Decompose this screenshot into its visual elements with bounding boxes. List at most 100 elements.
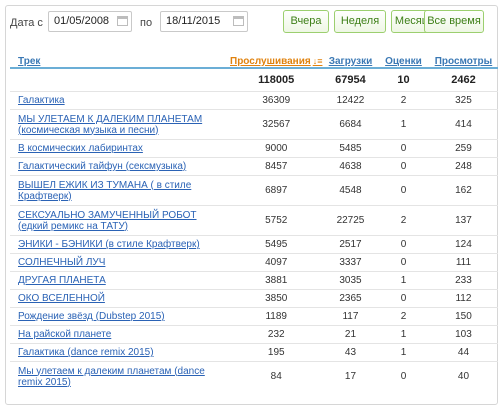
col-header-downloads[interactable]: Загрузки	[322, 48, 379, 69]
views-cell: 103	[428, 325, 499, 344]
ratings-cell: 2	[378, 91, 429, 110]
track-link[interactable]: ДРУГАЯ ПЛАНЕТА	[18, 275, 106, 286]
track-link[interactable]: ОКО ВСЕЛЕННОЙ	[18, 293, 105, 304]
track-cell: ВЫШЕЛ ЕЖИК ИЗ ТУМАНА ( в стиле Крафтверк…	[10, 175, 230, 206]
date-from-value: 01/05/2008	[54, 15, 110, 27]
track-link[interactable]: Галактический тайфун (сексмузыка)	[18, 161, 187, 172]
plays-cell: 9000	[230, 139, 323, 158]
date-from-label: Дата с	[10, 17, 43, 29]
views-cell: 111	[428, 253, 499, 272]
all-time-button[interactable]: Все время	[424, 10, 484, 33]
track-cell: СЕКСУАЛЬНО ЗАМУЧЕННЫЙ РОБОТ (едкий ремик…	[10, 205, 230, 236]
track-cell: СОЛНЕЧНЫЙ ЛУЧ	[10, 253, 230, 272]
track-link[interactable]: ЭНИКИ - БЭНИКИ (в стиле Крафтверк)	[18, 239, 200, 250]
sort-desc-icon: ↓≡	[312, 56, 323, 66]
track-link[interactable]: СЕКСУАЛЬНО ЗАМУЧЕННЫЙ РОБОТ (едкий ремик…	[18, 209, 197, 232]
downloads-cell: 2365	[322, 289, 379, 308]
ratings-cell: 2	[378, 205, 429, 236]
table-row: Галактический тайфун (сексмузыка) 8457 463…	[10, 157, 499, 176]
views-cell: 40	[428, 361, 499, 391]
table-header-row: Трек Прослушивания ↓≡ Загрузки Оценки Про…	[10, 48, 499, 69]
month-button[interactable]: Месяц	[391, 10, 432, 33]
col-header-ratings[interactable]: Оценки	[378, 48, 429, 69]
plays-cell: 1189	[230, 307, 323, 326]
table-row: МЫ УЛЕТАЕМ К ДАЛЕКИМ ПЛАНЕТАМ (космическ…	[10, 109, 499, 140]
table-row: На райской планете 232 21 1 103	[10, 325, 499, 344]
totals-row: 118005 67954 10 2462	[10, 68, 498, 92]
table-row: ЭНИКИ - БЭНИКИ (в стиле Крафтверк) 5495 25…	[10, 235, 499, 254]
table-row: Рождение звёзд (Dubstep 2015) 1189 117 2 150	[10, 307, 499, 326]
views-cell: 112	[428, 289, 499, 308]
track-link[interactable]: В космических лабиринтах	[18, 143, 143, 154]
plays-cell: 4097	[230, 253, 323, 272]
ratings-cell: 2	[378, 307, 429, 326]
ratings-cell: 0	[378, 139, 429, 158]
track-cell: В космических лабиринтах	[10, 139, 230, 158]
table-row: Мы улетаем к далеким планетам (dance rem…	[10, 361, 499, 391]
plays-cell: 3850	[230, 289, 323, 308]
views-cell: 325	[428, 91, 499, 110]
views-cell: 248	[428, 157, 499, 176]
plays-cell: 6897	[230, 175, 323, 206]
date-to-input[interactable]: 18/11/2015	[160, 11, 248, 32]
downloads-cell: 43	[322, 343, 379, 362]
track-cell: Рождение звёзд (Dubstep 2015)	[10, 307, 230, 326]
track-link[interactable]: Галактика	[18, 95, 65, 106]
table-row: ОКО ВСЕЛЕННОЙ 3850 2365 0 112	[10, 289, 499, 308]
downloads-cell: 2517	[322, 235, 379, 254]
plays-cell: 32567	[230, 109, 323, 140]
table-row: ДРУГАЯ ПЛАНЕТА 3881 3035 1 233	[10, 271, 499, 290]
table-row: ВЫШЕЛ ЕЖИК ИЗ ТУМАНА ( в стиле Крафтверк…	[10, 175, 499, 206]
table-row: СЕКСУАЛЬНО ЗАМУЧЕННЫЙ РОБОТ (едкий ремик…	[10, 205, 499, 236]
plays-cell: 3881	[230, 271, 323, 290]
downloads-cell: 4638	[322, 157, 379, 176]
track-cell: Галактика (dance remix 2015)	[10, 343, 230, 362]
track-link[interactable]: Рождение звёзд (Dubstep 2015)	[18, 311, 165, 322]
track-cell: Галактический тайфун (сексмузыка)	[10, 157, 230, 176]
track-cell: ЭНИКИ - БЭНИКИ (в стиле Крафтверк)	[10, 235, 230, 254]
ratings-cell: 1	[378, 325, 429, 344]
downloads-cell: 6684	[322, 109, 379, 140]
track-link[interactable]: МЫ УЛЕТАЕМ К ДАЛЕКИМ ПЛАНЕТАМ (космическ…	[18, 113, 203, 136]
table-row: Галактика (dance remix 2015) 195 43 1 44	[10, 343, 499, 362]
ratings-cell: 1	[378, 271, 429, 290]
views-cell: 414	[428, 109, 499, 140]
track-link[interactable]: На райской планете	[18, 329, 112, 340]
week-button[interactable]: Неделя	[334, 10, 386, 33]
total-ratings: 10	[397, 74, 410, 86]
plays-cell: 232	[230, 325, 323, 344]
date-to-value: 18/11/2015	[166, 15, 221, 27]
track-link[interactable]: Мы улетаем к далеким планетам (dance rem…	[18, 365, 205, 388]
col-header-track[interactable]: Трек	[10, 48, 230, 69]
yesterday-button[interactable]: Вчера	[283, 10, 329, 33]
plays-cell: 5495	[230, 235, 323, 254]
total-downloads: 67954	[335, 74, 366, 86]
track-link[interactable]: ВЫШЕЛ ЕЖИК ИЗ ТУМАНА ( в стиле Крафтверк…	[18, 179, 192, 202]
downloads-cell: 17	[322, 361, 379, 391]
downloads-cell: 22725	[322, 205, 379, 236]
track-link[interactable]: СОЛНЕЧНЫЙ ЛУЧ	[18, 257, 106, 268]
views-cell: 162	[428, 175, 499, 206]
col-header-plays[interactable]: Прослушивания ↓≡	[230, 48, 323, 69]
col-header-views[interactable]: Просмотры	[428, 48, 499, 69]
downloads-cell: 12422	[322, 91, 379, 110]
track-link[interactable]: Галактика (dance remix 2015)	[18, 347, 154, 358]
plays-cell: 36309	[230, 91, 323, 110]
totals-label-cell	[10, 68, 230, 92]
track-cell: ОКО ВСЕЛЕННОЙ	[10, 289, 230, 308]
table-row: СОЛНЕЧНЫЙ ЛУЧ 4097 3337 0 111	[10, 253, 499, 272]
views-cell: 124	[428, 235, 499, 254]
table-row: В космических лабиринтах 9000 5485 0 259	[10, 139, 499, 158]
plays-cell: 5752	[230, 205, 323, 236]
views-cell: 150	[428, 307, 499, 326]
ratings-cell: 0	[378, 235, 429, 254]
calendar-icon[interactable]	[117, 16, 128, 26]
calendar-icon[interactable]	[233, 16, 244, 26]
track-cell: Галактика	[10, 91, 230, 110]
date-from-input[interactable]: 01/05/2008	[48, 11, 132, 32]
downloads-cell: 4548	[322, 175, 379, 206]
total-views: 2462	[451, 74, 476, 86]
ratings-cell: 1	[378, 109, 429, 140]
downloads-cell: 5485	[322, 139, 379, 158]
plays-cell: 195	[230, 343, 323, 362]
